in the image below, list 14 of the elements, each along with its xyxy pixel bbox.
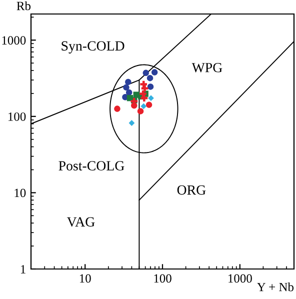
y-tick-label: 1000 (2, 36, 26, 45)
annotation: ORG (177, 185, 206, 195)
annotation: VAG (66, 217, 95, 227)
y-tick-label: 100 (8, 112, 26, 121)
x-axis-title: Y + Nb (257, 282, 294, 292)
annotation: Post-COLG (58, 161, 124, 170)
y-axis-title: Rb (16, 1, 31, 10)
annotation: Syn-COLD (62, 41, 124, 54)
y-tick-label: 10 (14, 188, 26, 198)
x-tick-label: 1000 (228, 274, 252, 283)
x-tick-label: 100 (154, 274, 172, 283)
x-tick-label: 10 (80, 274, 91, 283)
y-tick-label: 1 (20, 265, 26, 274)
annotation: WPG (192, 62, 222, 72)
